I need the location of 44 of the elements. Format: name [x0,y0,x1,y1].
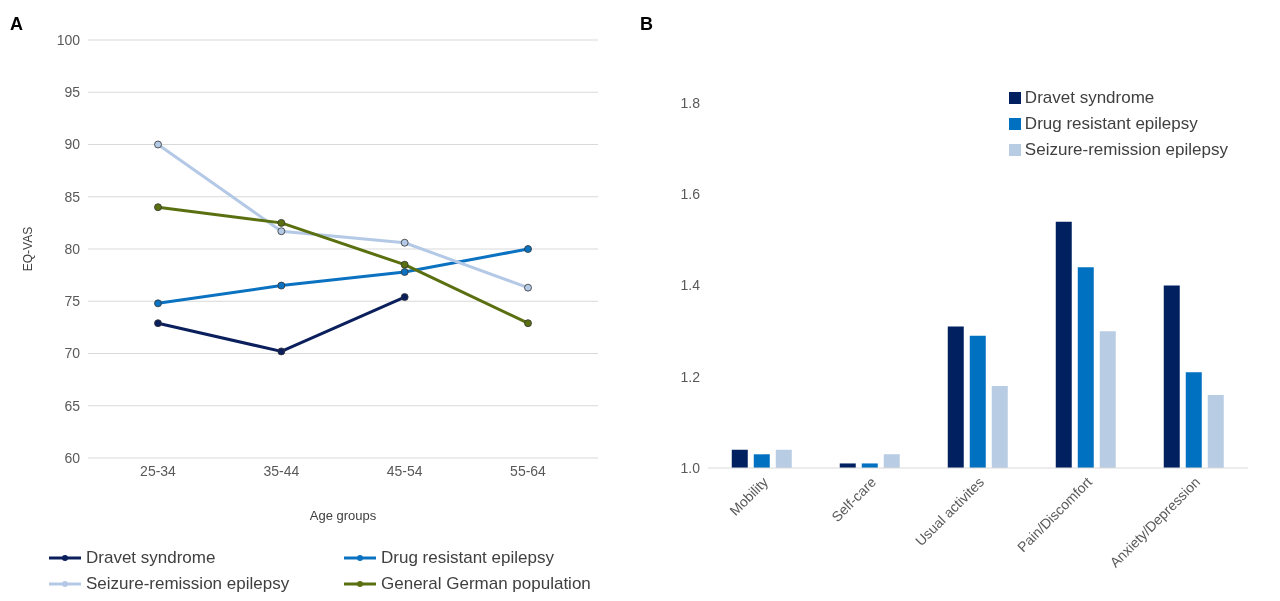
x-tick-label: 35-44 [263,462,300,479]
legend-label: Dravet syndrome [86,548,216,568]
x-axis-title: Age groups [309,508,377,523]
y-tick-label: 65 [64,397,81,414]
y-tick-label: 1.8 [680,94,701,111]
point [154,299,162,308]
point [524,245,532,253]
y-tick-label: 1.0 [680,459,701,476]
y-tick-label: 95 [64,84,81,101]
text: B [640,14,653,35]
point [400,293,409,301]
y-tick-label: 75 [64,293,81,310]
y-tick-label: 80 [64,240,81,257]
x-tick-label: 25-34 [140,462,177,479]
y-tick-label: 85 [64,188,81,205]
y-tick-label: 1.6 [680,186,701,203]
point [277,281,286,290]
point [524,319,532,328]
point [277,218,286,227]
legend-label: Seizure-remission epilepsy [86,574,290,594]
legend-label: Seizure-remission epilepsy [1024,140,1228,160]
y-tick-label: 100 [56,31,81,48]
point [154,319,162,328]
x-tick-label: 45-54 [386,462,423,479]
legend-label: Drug resistant epilepsy [1024,114,1198,134]
y-tick-label: 1.2 [680,368,701,385]
legend-label: Drug resistant epilepsy [381,548,554,568]
point [400,268,409,276]
y-tick-label: 90 [64,136,81,153]
point [154,140,162,149]
y-tick-label: 70 [64,345,81,362]
y-tick-label: 60 [64,449,81,466]
point [277,227,286,236]
x-tick-label: 55-64 [510,462,547,479]
point [277,347,286,356]
y-axis-title: EQ-VAS [21,226,36,272]
y-tick-label: 1.4 [680,277,701,294]
text: A [10,14,23,35]
point [400,238,409,247]
legend-label: General German population [381,574,591,594]
point [154,203,162,212]
legend-label: Dravet syndrome [1024,88,1155,108]
point [524,283,532,292]
point [400,260,409,269]
